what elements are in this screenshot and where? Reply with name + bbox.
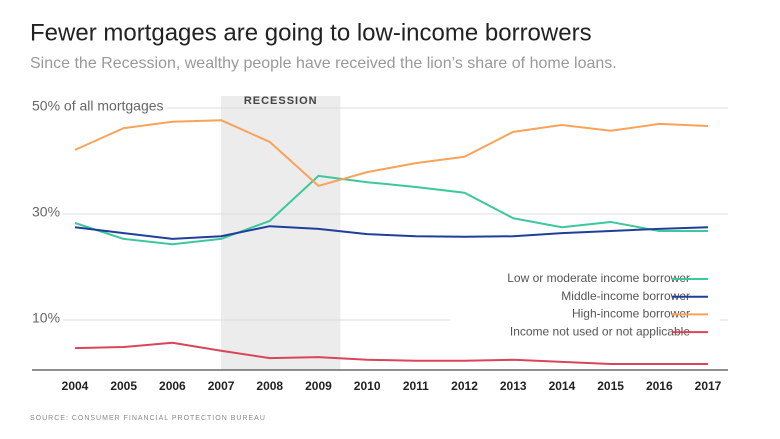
series-line [74,341,708,365]
x-tick-label: 2008 [256,379,283,393]
legend-label: Middle-income borrower [561,289,690,303]
y-tick-label: 50% of all mortgages [32,98,164,114]
x-tick-label: 2014 [549,379,576,393]
legend-label: Low or moderate income borrower [507,271,690,285]
legend-label: High-income borrower [572,307,690,321]
y-tick-label-bg [31,203,64,220]
recession-label: RECESSION [244,95,318,107]
chart-subtitle: Since the Recession, wealthy people have… [30,55,617,72]
series-line [74,225,709,240]
legend-bg [450,268,720,343]
x-tick-label: 2011 [403,379,429,393]
y-tick-label-bg [31,309,64,326]
series-line [74,119,709,187]
x-tick-label: 2006 [159,379,186,393]
x-tick-label: 2016 [646,379,673,393]
y-tick-label-bg [31,97,167,114]
y-tick-label: 10% [32,310,60,326]
x-tick-label: 2017 [695,379,722,393]
x-tick-label: 2015 [597,379,624,393]
x-tick-label: 2009 [305,379,332,393]
x-tick-label: 2007 [208,379,235,393]
legend-label: Income not used or not applicable [510,324,690,338]
x-tick-label: 2012 [451,379,478,393]
x-tick-label: 2005 [110,379,137,393]
x-tick-label: 2004 [62,379,89,393]
y-tick-label: 30% [32,204,60,220]
x-tick-label: 2013 [500,379,527,393]
chart-title: Fewer mortgages are going to low-income … [30,19,592,46]
series-line [74,174,708,246]
x-tick-label: 2010 [354,379,381,393]
source: SOURCE: CONSUMER FINANCIAL PROTECTION BU… [30,415,266,422]
